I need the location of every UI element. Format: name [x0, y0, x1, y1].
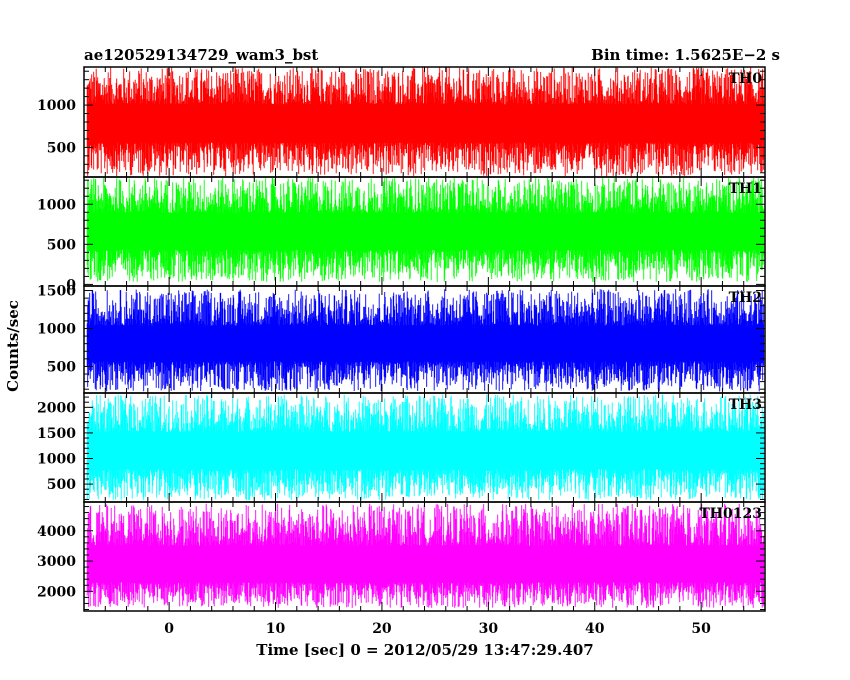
y-tick-label: 1000: [37, 197, 76, 213]
panel-th2: 500 1000 1500 TH2: [37, 284, 766, 394]
x-tick-label: 10: [266, 621, 286, 637]
panel-label-th0: TH0: [729, 71, 763, 87]
y-axis-label: Counts/sec: [4, 300, 22, 392]
x-tick-label: 30: [479, 621, 499, 637]
series-th0123: [86, 503, 765, 608]
y-tick-label: 1000: [37, 321, 76, 337]
y-tick-label: 1000: [37, 98, 76, 114]
panel-label-th2: TH2: [729, 290, 762, 306]
panel-label-th3: TH3: [729, 397, 762, 413]
series-th1: [86, 177, 765, 282]
chart-title: ae120529134729_wam3_bst: [84, 46, 318, 64]
y-tick-label: 0: [66, 277, 76, 293]
y-tick-label: 1000: [37, 452, 76, 468]
panel-label-th1: TH1: [729, 181, 762, 197]
y-tick-label: 3000: [37, 554, 76, 570]
panel-th3: 500 1000 1500 2000 TH3: [37, 392, 766, 503]
y-tick-label: 500: [47, 359, 76, 375]
panel-th0123: 2000 3000 4000 TH0123: [37, 501, 766, 612]
y-tick-label: 500: [47, 140, 76, 156]
x-tick-label: 0: [164, 621, 174, 637]
y-tick-label: 1500: [37, 426, 76, 442]
y-tick-label: 2000: [37, 584, 76, 600]
y-tick-label: 500: [47, 237, 76, 253]
series-th0: [86, 67, 765, 177]
x-tick-label: 50: [691, 621, 711, 637]
y-tick-label: 2000: [37, 400, 76, 416]
y-tick-label: 500: [47, 477, 76, 493]
panel-th0: 500 1000 TH0: [37, 66, 766, 178]
series-th2: [86, 289, 765, 392]
x-axis-label: Time [sec] 0 = 2012/05/29 13:47:29.407: [256, 641, 593, 659]
panel-label-th0123: TH0123: [699, 506, 762, 522]
x-tick-label: 20: [372, 621, 392, 637]
series-th3: [86, 394, 765, 501]
bin-time-label: Bin time: 1.5625E−2 s: [591, 46, 780, 64]
x-tick-label: 40: [585, 621, 605, 637]
y-tick-label: 4000: [37, 524, 76, 540]
panel-th1: 0 500 1000 TH1: [37, 176, 766, 293]
y-tick-label: 1500: [37, 284, 76, 300]
